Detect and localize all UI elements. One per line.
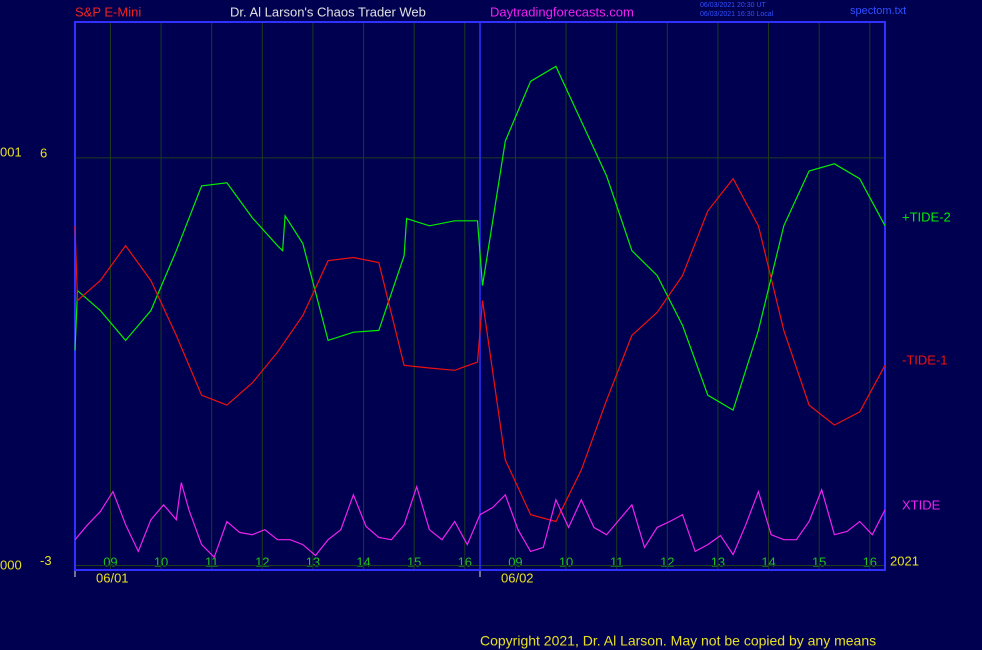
site-title: Dr. Al Larson's Chaos Trader Web (230, 4, 426, 19)
x-tick-label: 13 (711, 554, 725, 569)
instrument: S&P E-Mini (75, 4, 141, 19)
x-tick-label: 10 (154, 554, 168, 569)
x-tick-label: 15 (812, 554, 826, 569)
x-tick-label: 11 (205, 554, 219, 569)
x-tick-label: 09 (103, 554, 117, 569)
x-tick-label: 16 (863, 554, 877, 569)
series-line (74, 177, 886, 523)
series-label: +TIDE-2 (902, 209, 951, 224)
x-tick-label: 10 (559, 554, 573, 569)
year-label: 2021 (890, 553, 919, 568)
series-line (74, 482, 886, 559)
x-tick-label: 12 (660, 554, 674, 569)
x-tick-label: 15 (407, 554, 421, 569)
date-label: 06/01 (96, 570, 129, 585)
x-tick-label: 16 (458, 554, 472, 569)
y-tick-label: 6 (40, 145, 47, 160)
file-name: spectom.txt (850, 5, 906, 17)
series-label: -TIDE-1 (902, 352, 948, 367)
date-label: 06/02 (501, 570, 534, 585)
side-label: 001 (0, 144, 22, 159)
x-tick-label: 11 (610, 554, 624, 569)
copyright: Copyright 2021, Dr. Al Larson. May not b… (480, 633, 876, 649)
plot-border (74, 21, 886, 571)
series-label: XTIDE (902, 497, 941, 512)
x-tick-label: 14 (356, 554, 370, 569)
timestamp: 06/03/2021 20:30 UT (700, 2, 766, 9)
x-tick-label: 12 (255, 554, 269, 569)
timestamp: 06/03/2021 16:30 Local (700, 11, 774, 18)
series-line (74, 65, 886, 411)
x-tick-label: 14 (761, 554, 775, 569)
y-tick-label: -3 (40, 553, 52, 568)
site-url: Daytradingforecasts.com (490, 4, 634, 19)
side-label: 000 (0, 557, 22, 572)
x-tick-label: 13 (306, 554, 320, 569)
x-tick-label: 09 (508, 554, 522, 569)
